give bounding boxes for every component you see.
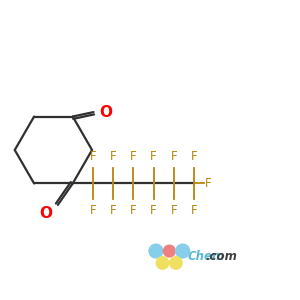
Text: F: F	[130, 204, 137, 217]
Text: O: O	[99, 105, 112, 120]
Text: F: F	[150, 204, 157, 217]
Point	[154, 249, 158, 254]
Point	[160, 260, 165, 265]
Text: F: F	[90, 150, 96, 163]
Text: F: F	[191, 204, 197, 217]
Text: F: F	[130, 150, 137, 163]
Text: F: F	[90, 204, 96, 217]
Text: F: F	[170, 150, 177, 163]
Text: .com: .com	[205, 250, 237, 263]
Point	[173, 260, 178, 265]
Text: F: F	[205, 177, 211, 190]
Point	[167, 249, 172, 254]
Text: Chem: Chem	[188, 250, 225, 263]
Text: F: F	[110, 204, 116, 217]
Text: F: F	[191, 150, 197, 163]
Text: F: F	[150, 150, 157, 163]
Text: F: F	[170, 204, 177, 217]
Point	[180, 249, 185, 254]
Text: F: F	[110, 150, 116, 163]
Text: O: O	[40, 206, 52, 221]
